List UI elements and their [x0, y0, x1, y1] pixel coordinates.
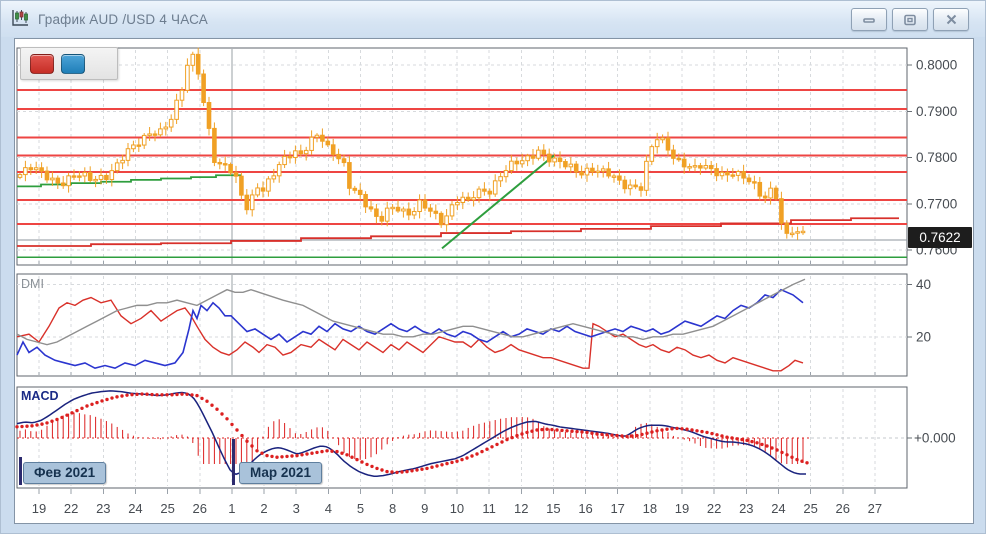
x-axis-label: 9 — [421, 501, 428, 516]
x-axis-label: 19 — [675, 501, 689, 516]
maximize-button[interactable] — [892, 8, 928, 31]
dmi-axis-label: 40 — [916, 277, 931, 292]
x-axis-label: 25 — [803, 501, 817, 516]
dmi-panel — [16, 278, 806, 372]
x-axis-label: 10 — [450, 501, 464, 516]
x-axis-label: 3 — [293, 501, 300, 516]
candlestick-chart-icon — [12, 10, 28, 26]
window-titlebar[interactable]: График AUD /USD 4 ЧАСА — [1, 1, 985, 37]
panel-frames — [16, 47, 908, 489]
x-axis-label: 26 — [836, 501, 850, 516]
x-axis-label: 15 — [546, 501, 560, 516]
x-axis-label: 24 — [771, 501, 785, 516]
x-axis-labels: 19 22 23 24 25 26 1 2 3 4 5 8 9 10 11 12 15 16 17 18 19 22 23 2… — [32, 501, 882, 516]
dmi-axis-label: 20 — [916, 329, 931, 344]
x-axis-label: 23 — [96, 501, 110, 516]
price-axis-label: 0.7900 — [916, 104, 957, 119]
x-axis-label: 19 — [32, 501, 46, 516]
red-marker-button[interactable] — [30, 53, 54, 74]
blue-marker-button[interactable] — [61, 53, 85, 74]
gridlines — [17, 50, 907, 486]
rising-red-trendline — [17, 217, 899, 247]
x-axis-label: 25 — [160, 501, 174, 516]
minimize-icon — [863, 17, 875, 23]
x-axis-label: 27 — [868, 501, 882, 516]
x-axis-label: 2 — [260, 501, 267, 516]
current-price-box: 0.7622 — [908, 227, 972, 248]
candlesticks — [17, 47, 806, 241]
month-label-mar: Мар 2021 — [239, 462, 322, 484]
x-axis-label: 17 — [610, 501, 624, 516]
x-axis-label: 1 — [228, 501, 235, 516]
x-axis-label: 24 — [128, 501, 142, 516]
window-title: График AUD /USD 4 ЧАСА — [38, 11, 208, 27]
green-ma-stepline — [17, 174, 241, 188]
macd-axis-label: +0.000 — [914, 431, 956, 446]
macd-signal-dots — [15, 392, 809, 475]
month-start-marker-mar — [232, 439, 235, 485]
x-axis-label: 18 — [643, 501, 657, 516]
close-icon — [946, 14, 956, 25]
macd-panel — [15, 390, 907, 477]
price-axis-label: 0.7800 — [916, 150, 957, 165]
main-price-panel — [17, 89, 907, 258]
month-label-feb: Фев 2021 — [23, 462, 107, 484]
dmi-line-minus-di — [16, 288, 804, 370]
minimize-button[interactable] — [851, 8, 887, 31]
x-axis-label: 16 — [578, 501, 592, 516]
chart-toolbar — [20, 47, 118, 80]
dmi-line-plusminus-di — [16, 296, 804, 372]
dmi-panel-label: DMI — [21, 277, 44, 291]
window-controls — [851, 8, 969, 31]
price-axis-label: 0.8000 — [916, 58, 957, 73]
x-axis-label: 22 — [707, 501, 721, 516]
green-diagonal-trendline — [441, 154, 555, 250]
dmi-line-adx — [16, 278, 806, 346]
x-axis-label: 26 — [193, 501, 207, 516]
axis-ticks — [38, 261, 876, 494]
macd-panel-label: MACD — [21, 389, 59, 403]
x-axis-label: 12 — [514, 501, 528, 516]
chart-client-area — [14, 38, 974, 524]
x-axis-label: 4 — [325, 501, 332, 516]
close-button[interactable] — [933, 8, 969, 31]
price-axis-label: 0.7700 — [916, 196, 957, 211]
x-axis-label: 5 — [357, 501, 364, 516]
x-axis-label: 11 — [482, 501, 496, 516]
x-axis-label: 23 — [739, 501, 753, 516]
maximize-icon — [904, 14, 916, 25]
x-axis-label: 22 — [64, 501, 78, 516]
month-start-marker-feb — [19, 457, 22, 485]
x-axis-label: 8 — [389, 501, 396, 516]
